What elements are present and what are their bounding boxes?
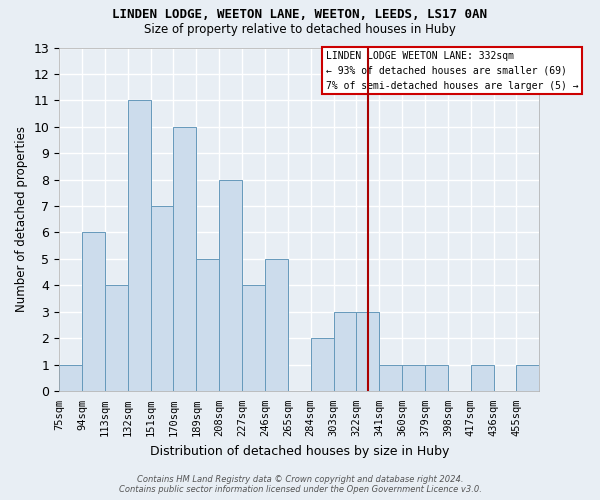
Bar xyxy=(517,364,539,391)
Bar xyxy=(105,286,128,391)
Bar xyxy=(173,127,196,391)
Bar xyxy=(219,180,242,391)
Bar xyxy=(242,286,265,391)
Bar xyxy=(311,338,334,391)
Bar xyxy=(265,259,288,391)
Text: LINDEN LODGE WEETON LANE: 332sqm
← 93% of detached houses are smaller (69)
7% of: LINDEN LODGE WEETON LANE: 332sqm ← 93% o… xyxy=(326,51,578,90)
Text: Contains HM Land Registry data © Crown copyright and database right 2024.
Contai: Contains HM Land Registry data © Crown c… xyxy=(119,474,481,494)
Bar xyxy=(82,232,105,391)
Bar xyxy=(356,312,379,391)
Bar xyxy=(128,100,151,391)
Bar xyxy=(402,364,425,391)
Text: Size of property relative to detached houses in Huby: Size of property relative to detached ho… xyxy=(144,22,456,36)
X-axis label: Distribution of detached houses by size in Huby: Distribution of detached houses by size … xyxy=(149,444,449,458)
Bar xyxy=(334,312,356,391)
Bar xyxy=(379,364,402,391)
Bar xyxy=(196,259,219,391)
Y-axis label: Number of detached properties: Number of detached properties xyxy=(15,126,28,312)
Bar xyxy=(151,206,173,391)
Bar xyxy=(59,364,82,391)
Bar xyxy=(471,364,494,391)
Bar xyxy=(425,364,448,391)
Text: LINDEN LODGE, WEETON LANE, WEETON, LEEDS, LS17 0AN: LINDEN LODGE, WEETON LANE, WEETON, LEEDS… xyxy=(113,8,487,20)
